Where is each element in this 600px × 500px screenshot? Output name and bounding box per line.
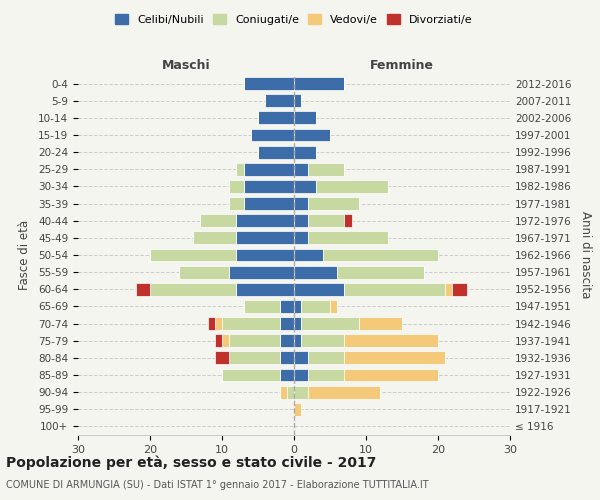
Bar	[344, 368, 438, 382]
Bar	[229, 197, 244, 210]
Bar	[294, 368, 308, 382]
Bar	[294, 128, 330, 141]
Bar	[301, 334, 344, 347]
Bar	[229, 266, 294, 278]
Bar	[280, 334, 294, 347]
Bar	[215, 352, 229, 364]
Legend: Celibi/Nubili, Coniugati/e, Vedovi/e, Divorziati/e: Celibi/Nubili, Coniugati/e, Vedovi/e, Di…	[112, 10, 476, 28]
Bar	[308, 232, 388, 244]
Bar	[359, 317, 402, 330]
Bar	[287, 386, 294, 398]
Bar	[344, 214, 352, 227]
Bar	[308, 214, 344, 227]
Bar	[294, 334, 301, 347]
Bar	[215, 334, 222, 347]
Bar	[222, 334, 229, 347]
Bar	[280, 386, 287, 398]
Bar	[308, 386, 380, 398]
Bar	[229, 180, 244, 193]
Y-axis label: Anni di nascita: Anni di nascita	[578, 212, 592, 298]
Bar	[244, 163, 294, 175]
Bar	[308, 197, 359, 210]
Bar	[330, 300, 337, 313]
Bar	[251, 128, 294, 141]
Text: Maschi: Maschi	[161, 58, 211, 71]
Bar	[150, 248, 236, 262]
Bar	[236, 163, 244, 175]
Bar	[294, 386, 308, 398]
Bar	[265, 94, 294, 107]
Bar	[208, 317, 215, 330]
Bar	[294, 317, 301, 330]
Bar	[308, 352, 344, 364]
Text: COMUNE DI ARMUNGIA (SU) - Dati ISTAT 1° gennaio 2017 - Elaborazione TUTTITALIA.I: COMUNE DI ARMUNGIA (SU) - Dati ISTAT 1° …	[6, 480, 428, 490]
Bar	[294, 197, 308, 210]
Bar	[229, 352, 280, 364]
Bar	[280, 300, 294, 313]
Bar	[179, 266, 229, 278]
Bar	[236, 283, 294, 296]
Bar	[244, 197, 294, 210]
Bar	[294, 180, 316, 193]
Bar	[244, 180, 294, 193]
Bar	[294, 94, 301, 107]
Bar	[294, 77, 344, 90]
Bar	[452, 283, 467, 296]
Bar	[294, 232, 308, 244]
Bar	[229, 334, 280, 347]
Bar	[222, 317, 280, 330]
Bar	[150, 283, 236, 296]
Bar	[337, 266, 424, 278]
Bar	[200, 214, 236, 227]
Bar	[294, 146, 316, 158]
Bar	[316, 180, 388, 193]
Y-axis label: Fasce di età: Fasce di età	[18, 220, 31, 290]
Bar	[236, 248, 294, 262]
Bar	[308, 163, 344, 175]
Bar	[294, 352, 308, 364]
Bar	[344, 334, 438, 347]
Bar	[193, 232, 236, 244]
Bar	[236, 232, 294, 244]
Bar	[294, 403, 301, 415]
Bar	[258, 146, 294, 158]
Bar	[301, 317, 359, 330]
Bar	[280, 317, 294, 330]
Bar	[344, 352, 445, 364]
Bar	[294, 300, 301, 313]
Text: Popolazione per età, sesso e stato civile - 2017: Popolazione per età, sesso e stato civil…	[6, 455, 376, 469]
Text: Femmine: Femmine	[370, 58, 434, 71]
Bar	[244, 77, 294, 90]
Bar	[445, 283, 452, 296]
Bar	[301, 300, 330, 313]
Bar	[294, 283, 344, 296]
Bar	[280, 352, 294, 364]
Bar	[136, 283, 150, 296]
Bar	[323, 248, 438, 262]
Bar	[280, 368, 294, 382]
Bar	[308, 368, 344, 382]
Bar	[258, 112, 294, 124]
Bar	[344, 283, 445, 296]
Bar	[294, 163, 308, 175]
Bar	[294, 112, 316, 124]
Bar	[294, 214, 308, 227]
Bar	[222, 368, 280, 382]
Bar	[244, 300, 280, 313]
Bar	[215, 317, 222, 330]
Bar	[294, 248, 323, 262]
Bar	[236, 214, 294, 227]
Bar	[294, 266, 337, 278]
